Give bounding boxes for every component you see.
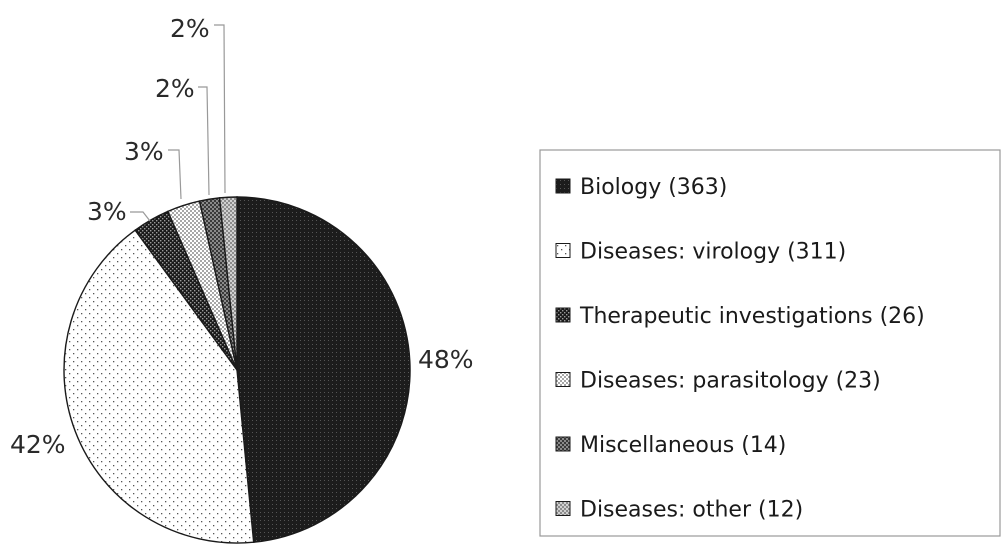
legend-item: Diseases: parasitology (23) — [555, 369, 881, 394]
legend-swatch — [555, 436, 571, 452]
legend-label: Diseases: other (12) — [580, 498, 803, 523]
slice-percentage-label: 3% — [87, 197, 127, 226]
slice-percentage-label: 42% — [10, 430, 66, 459]
slice-percentage-label: 2% — [155, 74, 195, 103]
pie-slice — [236, 196, 411, 543]
leader-line — [168, 149, 182, 200]
slice-percentage-label: 2% — [170, 14, 210, 43]
legend-swatch — [555, 501, 571, 516]
leader-line — [130, 211, 151, 222]
leader-line — [214, 24, 226, 194]
legend-swatch — [555, 372, 571, 387]
legend-label: Miscellaneous (14) — [580, 433, 786, 458]
legend-label: Diseases: virology (311) — [580, 240, 846, 265]
legend: Biology (363) Diseases: virology (311) The… — [539, 149, 1001, 537]
legend-item: Diseases: other (12) — [555, 498, 803, 523]
legend-swatch — [555, 307, 571, 323]
legend-box — [539, 149, 1001, 537]
pie-slice — [63, 229, 255, 544]
legend-item: Diseases: virology (311) — [555, 240, 846, 265]
legend-item: Biology (363) — [555, 175, 727, 200]
leader-lines — [130, 24, 226, 222]
legend-swatch — [555, 178, 571, 194]
legend-swatch — [555, 243, 571, 258]
slice-percentage-label: 3% — [124, 137, 164, 166]
pie-slices — [63, 196, 411, 544]
legend-label: Therapeutic investigations (26) — [579, 304, 925, 329]
legend-label: Diseases: parasitology (23) — [580, 369, 881, 394]
legend-item: Miscellaneous (14) — [555, 433, 786, 458]
legend-label: Biology (363) — [580, 175, 727, 200]
slice-percentage-label: 48% — [418, 345, 474, 374]
pie-slice — [218, 196, 238, 371]
percentage-labels: 48% 42% 3% 3% 2% 2% — [10, 14, 474, 459]
legend-item: Therapeutic investigations (26) — [555, 304, 925, 329]
leader-line — [198, 86, 210, 196]
